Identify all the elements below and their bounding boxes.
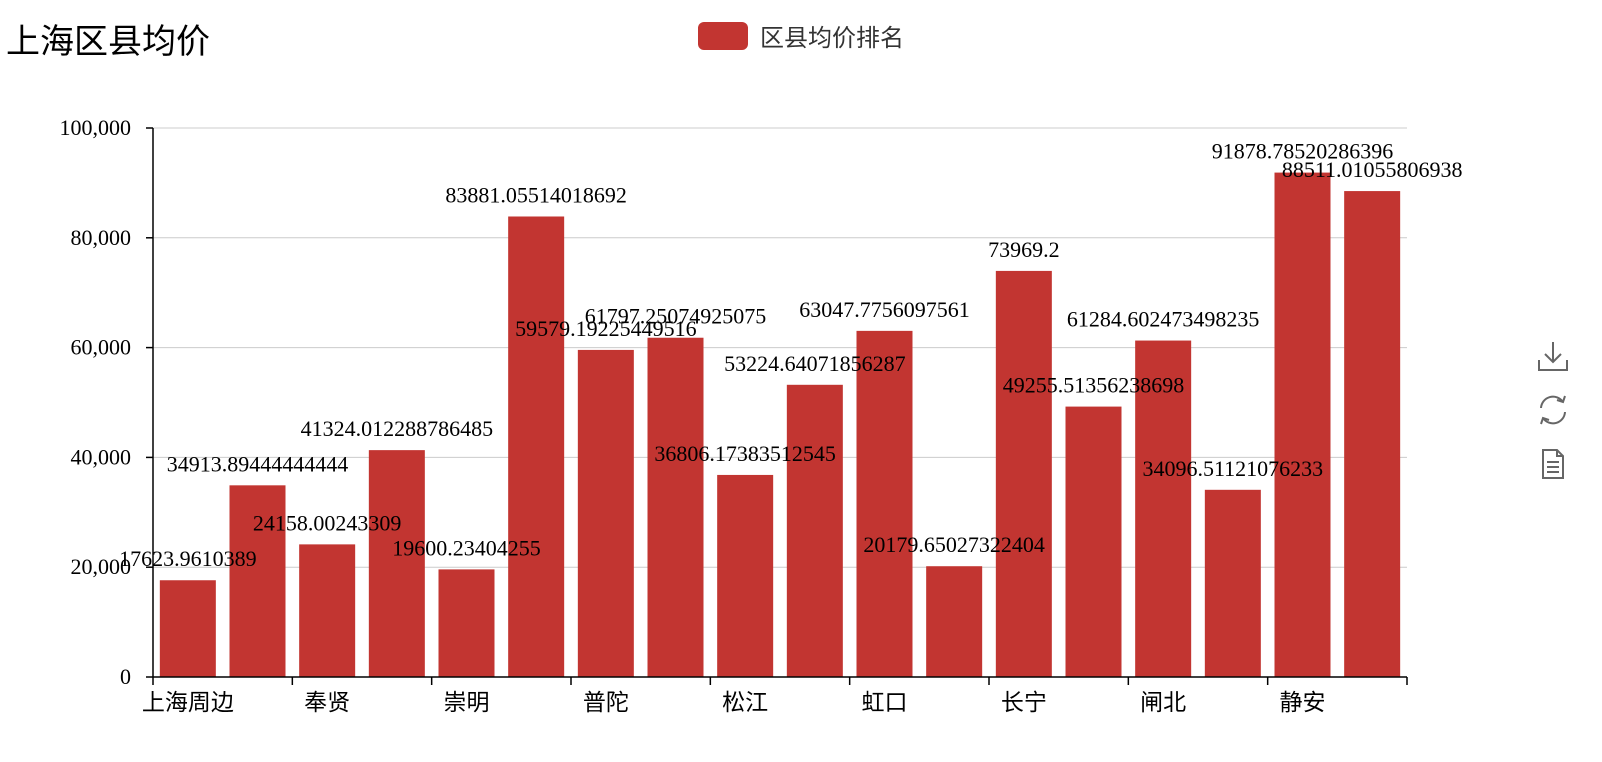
data-label: 83881.05514018692 (445, 182, 627, 207)
x-tick-label: 奉贤 (304, 690, 350, 716)
bar (717, 475, 773, 677)
bar (369, 450, 425, 677)
x-tick-label: 闸北 (1140, 690, 1186, 716)
data-label: 61284.602473498235 (1067, 307, 1260, 332)
bar (996, 271, 1052, 677)
y-tick-label: 0 (120, 664, 131, 689)
data-label: 20179.65027322404 (863, 532, 1045, 557)
data-label: 88511.01055806938 (1282, 157, 1463, 182)
data-label: 34096.51121076233 (1142, 456, 1323, 481)
data-label: 63047.7756097561 (799, 297, 970, 322)
bar (1275, 173, 1331, 677)
bar (926, 566, 982, 677)
y-tick-label: 80,000 (71, 225, 132, 250)
bar (508, 216, 564, 677)
data-label: 41324.012288786485 (301, 416, 494, 441)
bar (1344, 191, 1400, 677)
bar (787, 385, 843, 677)
y-tick-label: 60,000 (71, 335, 132, 360)
data-label: 17623.9610389 (119, 546, 257, 571)
x-tick-label: 长宁 (1001, 690, 1047, 716)
bar (1205, 490, 1261, 677)
bar (439, 569, 495, 677)
bar (857, 331, 913, 677)
data-label: 73969.2 (988, 237, 1060, 262)
data-label: 36806.17383512545 (654, 441, 836, 466)
data-label: 61797.25074925075 (585, 304, 767, 329)
data-label: 24158.00243309 (253, 510, 402, 535)
y-tick-label: 40,000 (71, 444, 132, 469)
data-label: 19600.23404255 (392, 535, 541, 560)
x-tick-label: 静安 (1280, 690, 1326, 716)
data-label: 34913.89444444444 (167, 451, 349, 476)
x-tick-label: 松江 (722, 690, 768, 716)
bar (160, 580, 216, 677)
x-tick-label: 崇明 (444, 690, 490, 716)
bar (648, 338, 704, 677)
x-tick-label: 普陀 (583, 690, 629, 716)
data-label: 53224.64071856287 (724, 351, 906, 376)
refresh-icon[interactable] (1535, 392, 1571, 428)
bar (578, 350, 634, 677)
download-icon[interactable] (1535, 338, 1571, 374)
data-view-icon[interactable] (1535, 446, 1571, 482)
data-label: 49255.51356238698 (1003, 373, 1185, 398)
toolbox (1535, 338, 1575, 500)
y-tick-label: 100,000 (60, 115, 132, 140)
x-tick-label: 上海周边 (142, 690, 234, 716)
bar (299, 544, 355, 677)
x-tick-label: 虹口 (862, 690, 908, 716)
bar (1066, 407, 1122, 677)
